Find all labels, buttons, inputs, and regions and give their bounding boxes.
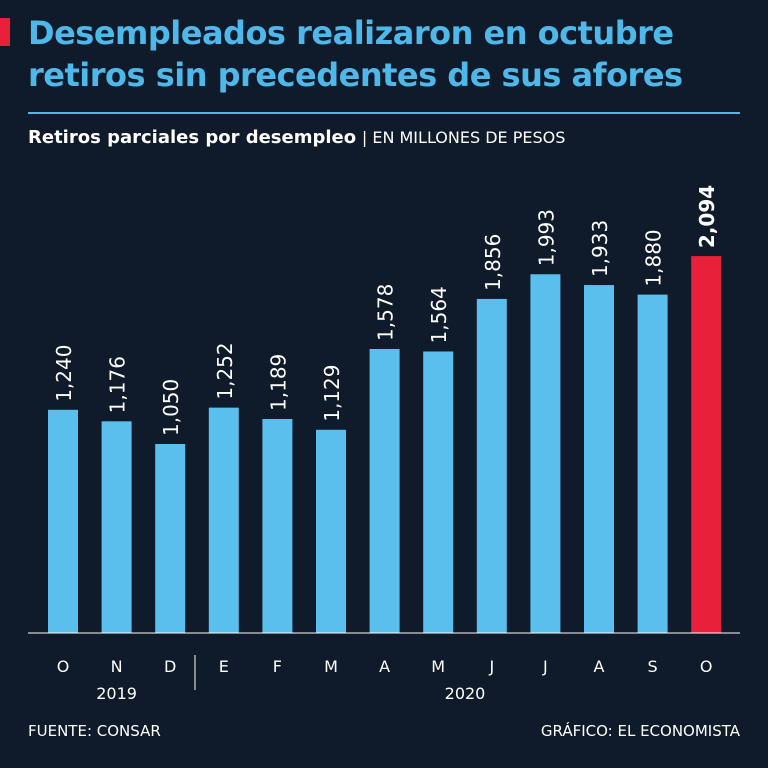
category-label-9: J	[542, 657, 548, 676]
bar-3	[208, 407, 239, 633]
bar-0	[48, 409, 78, 633]
category-label-6: A	[379, 657, 390, 676]
bar-12	[691, 256, 722, 633]
bar-10	[584, 285, 614, 633]
bar-5	[316, 429, 346, 633]
bar-2	[155, 444, 186, 633]
value-label-2: 1,050	[159, 379, 183, 436]
value-label-5: 1,129	[320, 365, 344, 422]
chart-subtitle: Retiros parciales por desempleo | EN MIL…	[28, 124, 565, 152]
category-label-1: N	[111, 657, 123, 676]
category-label-4: F	[273, 657, 282, 676]
credit-note: GRÁFICO: EL ECONOMISTA	[540, 722, 740, 740]
bar-6	[369, 348, 400, 633]
value-label-11: 1,880	[642, 229, 666, 286]
category-label-12: O	[700, 657, 713, 676]
value-label-7: 1,564	[427, 286, 451, 343]
bar-8	[476, 298, 507, 633]
bar-4	[262, 418, 293, 633]
value-label-0: 1,240	[52, 345, 76, 402]
value-label-1: 1,176	[106, 356, 130, 413]
bar-9	[530, 274, 561, 633]
category-label-8: J	[488, 657, 494, 676]
subtitle-unit: | EN MILLONES DE PESOS	[361, 128, 566, 147]
value-label-10: 1,933	[588, 220, 612, 277]
source-note: FUENTE: CONSAR	[28, 722, 161, 740]
year-label-0: 2019	[96, 684, 137, 703]
subtitle-main: Retiros parciales por desempleo	[28, 127, 357, 148]
category-label-5: M	[324, 657, 338, 676]
title-divider	[28, 112, 740, 114]
bar-7	[423, 351, 454, 633]
value-label-12: 2,094	[695, 185, 719, 248]
bar-11	[637, 294, 668, 633]
value-label-8: 1,856	[481, 234, 505, 291]
category-label-7: M	[431, 657, 445, 676]
value-label-4: 1,189	[266, 354, 290, 411]
year-label-1: 2020	[445, 684, 486, 703]
category-label-3: E	[219, 657, 229, 676]
accent-bar	[0, 18, 10, 46]
value-label-3: 1,252	[213, 342, 237, 399]
category-label-10: A	[594, 657, 605, 676]
category-label-0: O	[57, 657, 70, 676]
value-label-9: 1,993	[534, 209, 558, 266]
category-label-11: S	[648, 657, 658, 676]
category-label-2: D	[164, 657, 176, 676]
value-label-6: 1,578	[374, 284, 398, 341]
page-title: Desempleados realizaron en octubre retir…	[28, 14, 683, 94]
bar-1	[101, 421, 132, 633]
